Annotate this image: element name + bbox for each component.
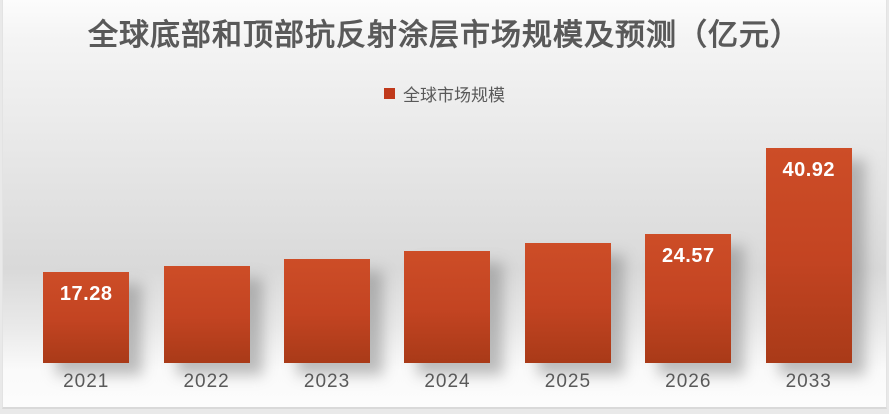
bar-slot <box>146 133 266 363</box>
bar-slot: 24.57 <box>628 133 748 363</box>
bar-2021: 17.28 <box>43 272 130 363</box>
bar-2033: 40.92 <box>765 148 852 363</box>
bar-slot <box>387 133 507 363</box>
bar-slot: 17.28 <box>26 133 146 363</box>
legend-label: 全球市场规模 <box>403 85 505 106</box>
x-axis-label: 2024 <box>424 371 471 392</box>
bar-2024 <box>404 251 491 363</box>
bar-slot: 40.92 <box>749 133 869 363</box>
legend-swatch-icon <box>384 87 395 99</box>
bar-2025 <box>524 243 611 363</box>
x-axis-label: 2022 <box>183 371 230 392</box>
legend: 全球市场规模 <box>3 82 886 106</box>
x-axis-label: 2033 <box>785 371 832 392</box>
bar-value-label: 17.28 <box>59 283 113 305</box>
x-axis-label: 2023 <box>303 371 351 392</box>
bar-2022 <box>163 266 250 363</box>
bar-slot <box>508 133 628 363</box>
x-axis-label: 2026 <box>665 371 712 392</box>
bar-2026: 24.57 <box>645 234 732 363</box>
chart-title: 全球底部和顶部抗反射涂层市场规模及预测（亿元） <box>88 18 801 53</box>
x-axis-labels: 2021 2022 2023 2024 2025 2026 2033 <box>26 371 869 397</box>
x-axis-label: 2021 <box>63 371 110 392</box>
bar-slot <box>267 133 387 363</box>
bar-value-label: 24.57 <box>662 245 715 267</box>
bar-2023 <box>284 259 371 363</box>
bars-row: 17.28 24.57 40.92 <box>26 133 869 363</box>
bar-value-label: 40.92 <box>782 159 836 181</box>
x-axis-label: 2025 <box>544 371 592 392</box>
